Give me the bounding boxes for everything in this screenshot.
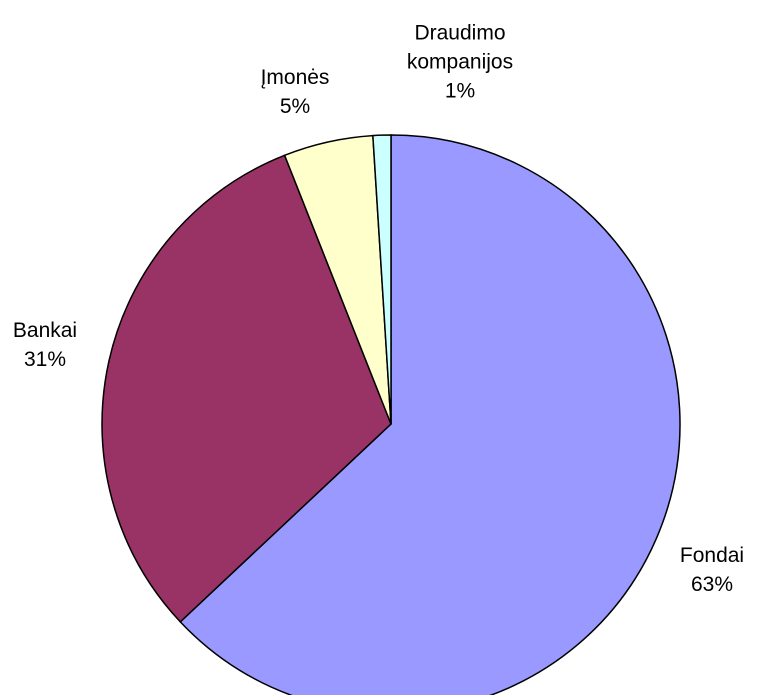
pie-slice <box>372 134 392 425</box>
category-label: Bankai <box>12 319 78 342</box>
percent-label: 5% <box>279 95 311 118</box>
pie-slice <box>101 154 392 623</box>
percent-label: 1% <box>444 79 476 103</box>
pie-slice <box>179 134 681 695</box>
slice-label: Draudimo kompanijos 1% <box>385 19 535 106</box>
category-label: Įmonės <box>260 66 330 89</box>
slice-label: Bankai 31% <box>0 316 125 374</box>
percent-label: 63% <box>690 573 734 596</box>
percent-label: 31% <box>23 348 67 371</box>
slice-label: Įmonės 5% <box>215 63 375 121</box>
slice-label: Fondai 63% <box>632 541 758 599</box>
category-label: Fondai <box>679 544 745 567</box>
category-label: Draudimo kompanijos <box>406 21 514 74</box>
